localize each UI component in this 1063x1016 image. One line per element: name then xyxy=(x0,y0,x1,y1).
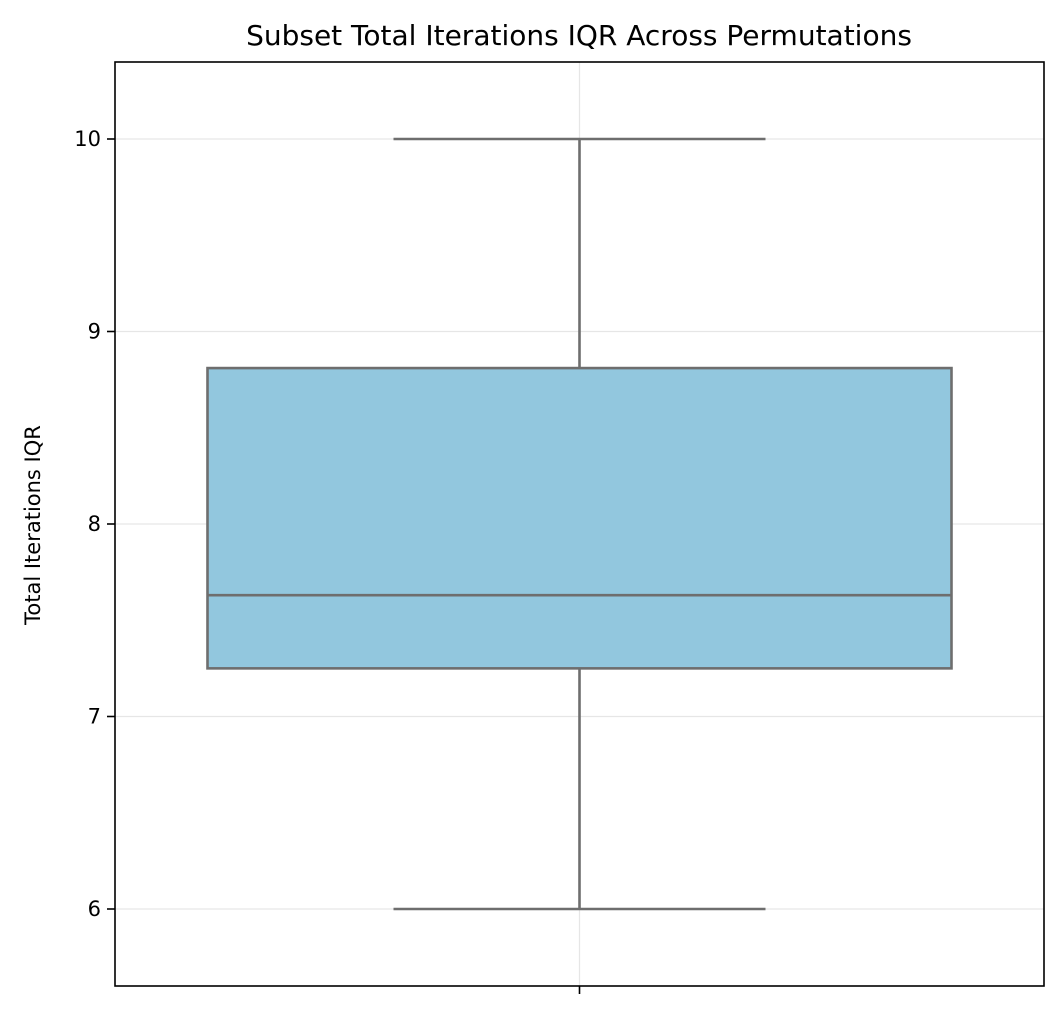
y-tick-label: 10 xyxy=(74,127,101,151)
y-tick-label: 8 xyxy=(88,512,101,536)
y-axis-label: Total Iterations IQR xyxy=(21,425,45,626)
chart-title: Subset Total Iterations IQR Across Permu… xyxy=(246,19,912,52)
y-tick-label: 9 xyxy=(88,320,101,344)
y-tick-label: 7 xyxy=(88,705,101,729)
box-layer xyxy=(206,137,953,911)
iqr-box xyxy=(206,366,953,670)
axis-layer: 6 7 8 9 10 xyxy=(74,61,1045,994)
y-tick-label: 6 xyxy=(88,897,101,921)
